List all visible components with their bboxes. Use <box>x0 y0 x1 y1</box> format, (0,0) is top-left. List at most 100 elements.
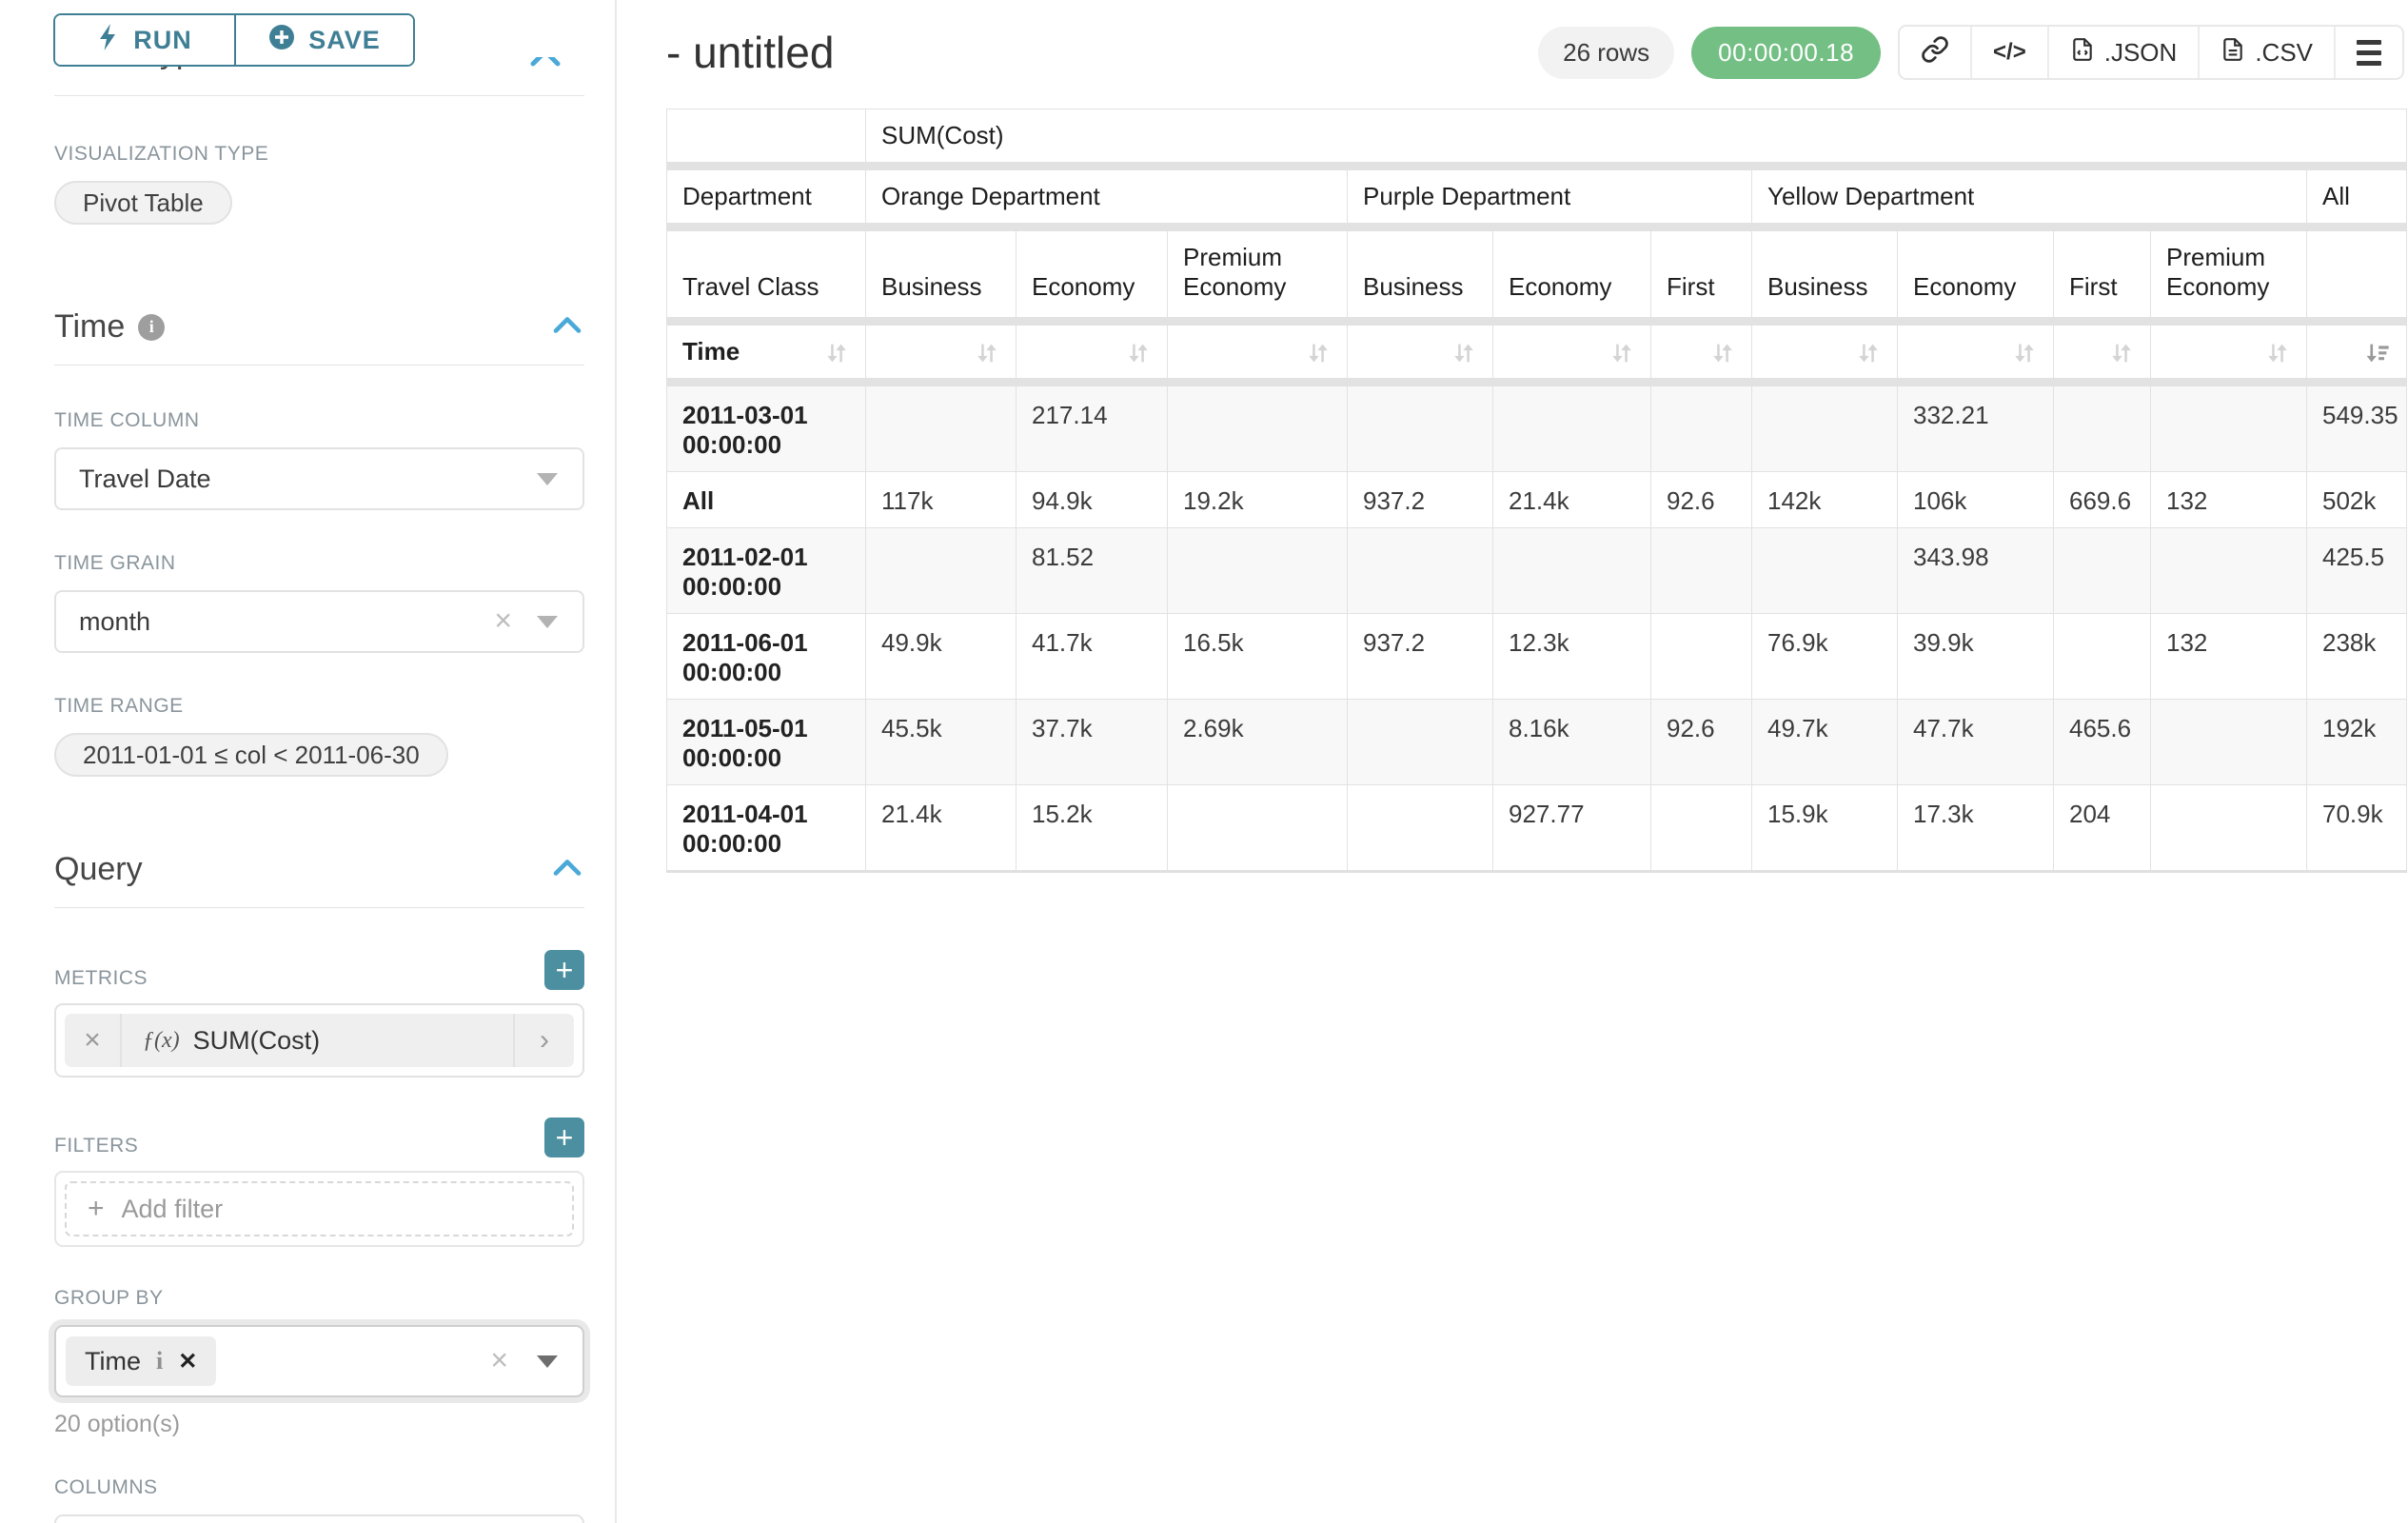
sort-icon[interactable] <box>823 340 850 366</box>
save-button[interactable]: SAVE <box>234 15 413 65</box>
pivot-sub-column-header: Economy <box>1897 227 2054 326</box>
embed-code-icon: </> <box>1993 39 2026 65</box>
sort-icon[interactable] <box>1709 340 1736 366</box>
pivot-sort-cell[interactable] <box>865 320 1016 387</box>
pivot-sort-cell[interactable] <box>1492 320 1651 387</box>
time-grain-label: TIME GRAIN <box>54 552 176 574</box>
run-button[interactable]: RUN <box>55 15 234 65</box>
divider <box>54 95 584 96</box>
pivot-cell: 70.9k <box>2306 784 2407 873</box>
pivot-row-header: 2011-04-01 00:00:00 <box>666 784 866 873</box>
pivot-cell: 94.9k <box>1016 471 1168 529</box>
run-button-label: RUN <box>133 25 192 54</box>
pivot-cell: 132 <box>2150 613 2307 701</box>
pivot-cell: 343.98 <box>1897 527 2054 615</box>
pivot-column-group-header: All <box>2306 166 2407 231</box>
pivot-column-group-header: Purple Department <box>1347 166 1752 231</box>
pivot-cell: 37.7k <box>1016 699 1168 786</box>
visualization-type-label: VISUALIZATION TYPE <box>54 143 269 165</box>
sort-icon[interactable] <box>2264 340 2291 366</box>
share-link-button[interactable] <box>1900 27 1970 78</box>
export-csv-button[interactable]: .CSV <box>2198 27 2334 78</box>
pivot-cell: 15.9k <box>1751 784 1898 873</box>
pivot-cell <box>2053 613 2151 701</box>
pivot-cell: 45.5k <box>865 699 1016 786</box>
export-csv-label: .CSV <box>2255 37 2313 67</box>
pivot-cell <box>2150 382 2307 473</box>
group-by-chip[interactable]: Time i ✕ <box>66 1336 217 1386</box>
run-save-button-group: RUN SAVE <box>53 13 415 67</box>
time-range-chip[interactable]: 2011-01-01 ≤ col < 2011-06-30 <box>54 733 448 777</box>
pivot-sort-cell[interactable] <box>1347 320 1493 387</box>
pivot-cell <box>1167 382 1348 473</box>
pivot-cell: 15.2k <box>1016 784 1168 873</box>
add-filter-plus-button[interactable]: + <box>544 1118 584 1157</box>
query-section-collapse-chevron[interactable] <box>550 856 584 883</box>
menu-button[interactable] <box>2334 27 2402 78</box>
table-row: 2011-04-01 00:00:00 21.4k 15.2k 927.77 15.9k… <box>666 784 2407 873</box>
clear-icon[interactable]: × <box>494 603 512 638</box>
pivot-cell <box>1167 784 1348 873</box>
sort-icon[interactable] <box>974 340 1000 366</box>
pivot-sub-column-header: Business <box>1751 227 1898 326</box>
pivot-cell: 76.9k <box>1751 613 1898 701</box>
pivot-cell: 17.3k <box>1897 784 2054 873</box>
pivot-cell: 132 <box>2150 471 2307 529</box>
pivot-sort-cell[interactable] <box>1751 320 1898 387</box>
pivot-cell <box>1751 382 1898 473</box>
metric-pill[interactable]: × ƒ(x) SUM(Cost) › <box>65 1014 574 1067</box>
fx-icon: ƒ(x) <box>143 1027 180 1053</box>
table-row: 2011-03-01 00:00:00 217.14 332.21 549.35 <box>666 382 2407 473</box>
table-row: 2011-06-01 00:00:00 49.9k 41.7k 16.5k 937.2 1… <box>666 613 2407 701</box>
pivot-sort-cell[interactable] <box>2306 320 2407 387</box>
time-section-title: Time i <box>54 308 166 346</box>
pivot-sort-cell[interactable] <box>1016 320 1168 387</box>
pivot-cell: 19.2k <box>1167 471 1348 529</box>
sort-icon[interactable] <box>1855 340 1882 366</box>
export-json-label: .JSON <box>2103 37 2178 67</box>
add-filter-button[interactable]: + Add filter <box>65 1181 574 1236</box>
pivot-cell <box>1347 699 1493 786</box>
chevron-down-icon <box>537 616 558 628</box>
query-timer-badge: 00:00:00.18 <box>1691 26 1882 79</box>
pivot-sub-column-header: Economy <box>1492 227 1651 326</box>
time-column-select[interactable]: Travel Date <box>54 447 584 510</box>
group-by-options-hint: 20 option(s) <box>54 1411 181 1437</box>
sort-desc-active-icon[interactable] <box>2364 340 2391 366</box>
pivot-sort-cell[interactable] <box>2150 320 2307 387</box>
embed-code-button[interactable]: </> <box>1970 27 2047 78</box>
pivot-cell: 142k <box>1751 471 1898 529</box>
remove-metric-icon[interactable]: × <box>65 1014 122 1067</box>
visualization-type-chip[interactable]: Pivot Table <box>54 181 232 225</box>
pivot-sort-cell[interactable] <box>2053 320 2151 387</box>
sort-icon[interactable] <box>1609 340 1635 366</box>
time-section-collapse-chevron[interactable] <box>550 313 584 341</box>
sort-icon[interactable] <box>1305 340 1332 366</box>
pivot-cell: 937.2 <box>1347 471 1493 529</box>
sort-icon[interactable] <box>1451 340 1477 366</box>
pivot-corner-cell <box>666 109 866 170</box>
sort-icon[interactable] <box>1125 340 1152 366</box>
pivot-cell <box>2150 527 2307 615</box>
pivot-cell: 549.35 <box>2306 382 2407 473</box>
remove-chip-icon[interactable]: ✕ <box>178 1348 198 1375</box>
pivot-cell: 81.52 <box>1016 527 1168 615</box>
chart-type-collapse-chevron[interactable] <box>527 57 565 70</box>
sort-icon[interactable] <box>2011 340 2038 366</box>
clear-icon[interactable]: × <box>490 1342 508 1377</box>
time-grain-select[interactable]: month × <box>54 590 584 653</box>
pivot-sort-row-header[interactable]: Time <box>666 320 866 387</box>
chart-title[interactable]: - untitled <box>666 28 835 77</box>
pivot-sort-cell[interactable] <box>1897 320 2054 387</box>
pivot-sort-cell[interactable] <box>1650 320 1752 387</box>
group-by-select[interactable]: Time i ✕ × <box>54 1325 584 1397</box>
pivot-sort-cell[interactable] <box>1167 320 1348 387</box>
add-metric-button[interactable]: + <box>544 950 584 990</box>
pivot-column-group-header: Yellow Department <box>1751 166 2307 231</box>
export-json-button[interactable]: .JSON <box>2046 27 2199 78</box>
columns-select[interactable]: Department✕Travel Class✕ × <box>54 1514 584 1523</box>
sort-icon[interactable] <box>2108 340 2135 366</box>
chevron-right-icon[interactable]: › <box>513 1014 574 1067</box>
pivot-cell: 92.6 <box>1650 699 1752 786</box>
